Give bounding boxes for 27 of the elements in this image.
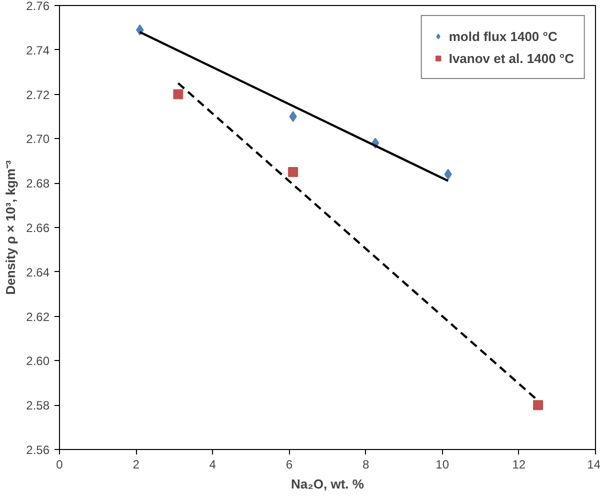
y-tick-label: 2.60 [26,354,50,368]
y-tick-label: 2.74 [26,43,50,58]
x-tick-label: 10 [436,458,450,472]
y-tick-label: 2.66 [26,221,50,235]
x-tick-label: 0 [56,458,64,472]
point [288,167,298,177]
x-tick-label: 4 [209,458,216,472]
y-tick-label: 2.64 [26,265,50,280]
x-tick-label: 8 [362,458,370,472]
y-tick-label: 2.62 [26,310,50,324]
y-tick-label: 2.72 [26,88,50,102]
y-tick-label: 2.58 [26,398,50,413]
x-axis-title: Na₂O, wt. % [291,476,364,492]
y-axis-title: Density ρ × 10³, kgm⁻³ [3,160,18,295]
x-tick-label: 2 [132,458,140,472]
y-tick-label: 2.76 [26,0,50,13]
y-tick-label: 2.70 [26,132,50,146]
legend-label: mold flux 1400 °C [448,28,558,44]
y-tick-label: 2.56 [26,443,50,457]
point [289,111,297,122]
x-tick-label: 12 [512,458,526,472]
y-tick-label: 2.68 [26,176,50,191]
x-tick-label: 6 [286,458,293,472]
x-tick-label: 14 [587,458,601,472]
point [173,89,184,100]
legend-label: Ivanov et al. 1400 °C [448,50,574,66]
point [533,400,544,410]
